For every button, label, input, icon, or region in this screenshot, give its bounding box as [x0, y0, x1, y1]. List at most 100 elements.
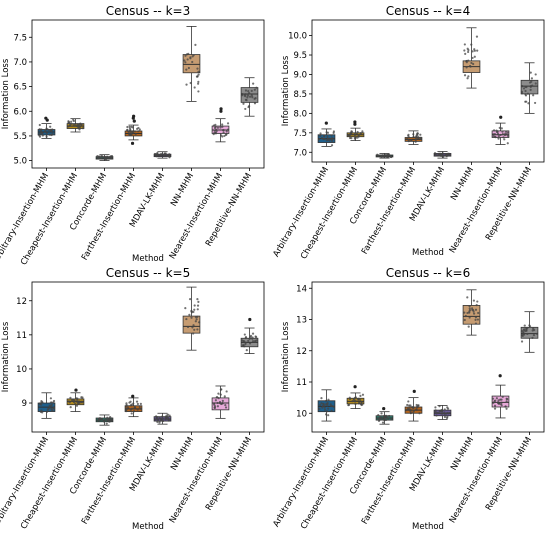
sample-point: [524, 94, 528, 97]
sample-point: [475, 304, 478, 307]
sample-point: [51, 132, 54, 135]
sample-point: [332, 130, 336, 133]
sample-point: [220, 402, 223, 406]
sample-point: [248, 95, 252, 98]
sample-point: [197, 70, 200, 73]
sample-point: [520, 340, 524, 343]
sample-point: [52, 399, 56, 403]
sample-point: [414, 138, 418, 141]
sample-point: [38, 402, 41, 406]
sample-point: [526, 92, 530, 95]
sample-point: [360, 400, 363, 403]
sample-point: [464, 314, 467, 318]
sample-point: [138, 405, 141, 409]
sample-point: [72, 118, 75, 121]
sample-point: [124, 410, 128, 413]
sample-point: [496, 132, 500, 135]
sample-point: [41, 401, 44, 404]
sample-point: [534, 73, 537, 76]
sample-point: [388, 414, 391, 418]
sample-point: [359, 133, 362, 136]
sample-point: [187, 66, 190, 70]
sample-point: [225, 130, 228, 133]
y-tick-label: 7.5: [293, 129, 307, 139]
sample-point: [192, 332, 195, 335]
sample-point: [70, 120, 73, 123]
sample-point: [441, 152, 444, 155]
sample-point: [197, 90, 200, 93]
sample-point: [467, 325, 470, 328]
sample-point: [531, 336, 534, 339]
sample-point: [497, 402, 500, 405]
sample-point: [323, 406, 326, 409]
sample-point: [197, 80, 200, 83]
plot-frame: [31, 281, 265, 433]
sample-point: [325, 413, 328, 416]
sample-point: [463, 311, 466, 314]
sample-point: [385, 418, 388, 422]
sample-point: [382, 154, 385, 158]
box-mdav-lk-mhm: [433, 405, 452, 420]
sample-point: [188, 298, 192, 301]
outlier-point: [324, 121, 328, 125]
x-tick-label: Nearest-Insertion-MHM: [448, 436, 505, 526]
x-axis-label: Method: [412, 248, 444, 258]
sample-point: [378, 416, 382, 419]
sample-point: [71, 398, 75, 401]
sample-point: [190, 316, 193, 319]
sample-point: [325, 399, 328, 402]
sample-point: [159, 419, 162, 422]
sample-point: [196, 328, 199, 331]
sample-point: [109, 156, 112, 159]
sample-point: [191, 60, 194, 64]
box-mdav-lk-mhm: [433, 151, 452, 159]
x-tick-label: Arbitrary-Insertion-MHM: [271, 436, 331, 529]
sample-point: [446, 415, 449, 418]
sample-point: [247, 92, 251, 95]
sample-point: [535, 332, 539, 335]
y-tick-label: 12: [296, 347, 307, 357]
sample-point: [128, 127, 132, 130]
sample-point: [106, 155, 109, 158]
sample-point: [522, 87, 526, 90]
sample-point: [440, 408, 443, 412]
outlier-point: [219, 107, 223, 111]
sample-point: [523, 324, 526, 327]
sample-point: [186, 325, 190, 329]
sample-point: [467, 75, 470, 78]
x-tick-label: Cheapest-Insertion-MHM: [19, 172, 80, 268]
outlier-point: [353, 120, 357, 124]
x-tick-label: Cheapest-Insertion-MHM: [299, 166, 360, 262]
sample-point: [379, 154, 382, 157]
sample-point: [330, 409, 333, 412]
box-arbitrary-insertion-mhm: [37, 116, 56, 139]
sample-point: [192, 310, 195, 314]
sample-point: [500, 398, 503, 401]
sample-point: [243, 345, 246, 348]
sample-point: [105, 422, 108, 425]
sample-point: [522, 332, 525, 335]
sample-point: [445, 154, 448, 157]
sample-point: [322, 135, 326, 138]
y-axis-label: Information Loss: [281, 321, 291, 392]
box-farthest-insertion-mhm: [124, 114, 143, 145]
sample-point: [323, 408, 327, 411]
sample-point: [131, 126, 134, 129]
sample-point: [248, 337, 251, 340]
y-tick-label: 9: [22, 399, 27, 409]
sample-point: [530, 77, 534, 80]
outlier-point: [412, 389, 416, 393]
sample-point: [380, 412, 383, 415]
sample-point: [477, 311, 480, 315]
y-tick-label: 10: [296, 409, 307, 419]
sample-point: [524, 329, 527, 333]
sample-point: [467, 50, 470, 54]
outlier-point: [498, 374, 502, 378]
sample-point: [212, 133, 215, 136]
sample-point: [188, 313, 191, 316]
sample-point: [377, 419, 381, 422]
sample-point: [69, 406, 72, 409]
box-nn-mhm: [182, 26, 201, 102]
sample-point: [353, 132, 356, 136]
sample-point: [492, 135, 495, 138]
